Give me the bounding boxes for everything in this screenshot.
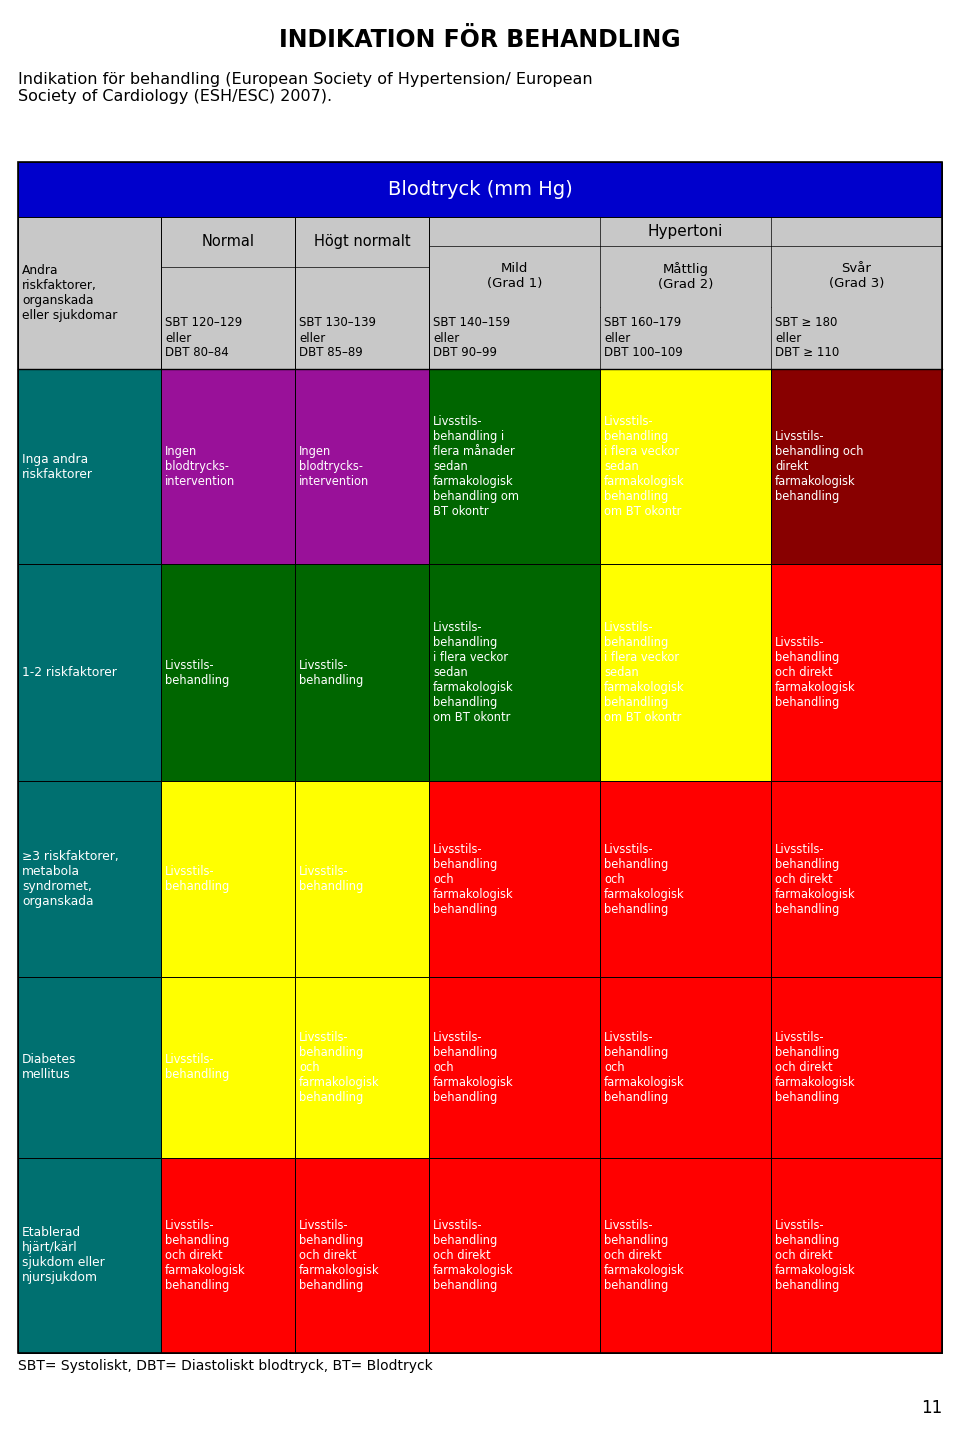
Bar: [18, 1158, 161, 1353]
Text: Livsstils-
behandling
och
farmakologisk
behandling: Livsstils- behandling och farmakologisk …: [300, 1030, 380, 1104]
Bar: [600, 1158, 771, 1353]
Bar: [600, 782, 771, 977]
Bar: [771, 1158, 942, 1353]
Text: SBT= Systoliskt, DBT= Diastoliskt blodtryck, BT= Blodtryck: SBT= Systoliskt, DBT= Diastoliskt blodtr…: [18, 1359, 433, 1373]
Text: 11: 11: [921, 1399, 942, 1416]
Text: Svår
(Grad 3): Svår (Grad 3): [828, 263, 884, 290]
Text: Livsstils-
behandling
och direkt
farmakologisk
behandling: Livsstils- behandling och direkt farmako…: [433, 1218, 514, 1292]
Bar: [429, 369, 600, 564]
Text: SBT ≥ 180
eller
DBT ≥ 110: SBT ≥ 180 eller DBT ≥ 110: [775, 317, 839, 360]
Text: Etablerad
hjärt/kärl
sjukdom eller
njursjukdom: Etablerad hjärt/kärl sjukdom eller njurs…: [22, 1227, 105, 1284]
Text: Livsstils-
behandling: Livsstils- behandling: [165, 865, 229, 893]
Text: Livsstils-
behandling
och direkt
farmakologisk
behandling: Livsstils- behandling och direkt farmako…: [775, 1030, 855, 1104]
Bar: [18, 162, 942, 1353]
Bar: [161, 1158, 296, 1353]
Bar: [600, 369, 771, 564]
Bar: [771, 564, 942, 782]
Text: ≥3 riskfaktorer,
metabola
syndromet,
organskada: ≥3 riskfaktorer, metabola syndromet, org…: [22, 850, 119, 908]
Text: Livsstils-
behandling
och
farmakologisk
behandling: Livsstils- behandling och farmakologisk …: [604, 1030, 684, 1104]
Text: Livsstils-
behandling
och direkt
farmakologisk
behandling: Livsstils- behandling och direkt farmako…: [300, 1218, 380, 1292]
Text: Mild
(Grad 1): Mild (Grad 1): [487, 263, 542, 290]
Bar: [161, 369, 296, 564]
Text: SBT 160–179
eller
DBT 100–109: SBT 160–179 eller DBT 100–109: [604, 317, 683, 360]
Bar: [18, 564, 161, 782]
Text: Livsstils-
behandling: Livsstils- behandling: [300, 865, 364, 893]
Text: Hypertoni: Hypertoni: [648, 224, 723, 238]
Bar: [771, 977, 942, 1158]
Text: Livsstils-
behandling
i flera veckor
sedan
farmakologisk
behandling
om BT okontr: Livsstils- behandling i flera veckor sed…: [604, 621, 684, 725]
Bar: [161, 217, 296, 369]
Bar: [296, 782, 429, 977]
Text: Livsstils-
behandling
i flera veckor
sedan
farmakologisk
behandling
om BT okontr: Livsstils- behandling i flera veckor sed…: [604, 415, 684, 518]
Bar: [161, 977, 296, 1158]
Bar: [296, 564, 429, 782]
Text: Livsstils-
behandling
och direkt
farmakologisk
behandling: Livsstils- behandling och direkt farmako…: [604, 1218, 684, 1292]
Text: Normal: Normal: [202, 234, 254, 250]
Bar: [18, 977, 161, 1158]
Text: Livsstils-
behandling
och
farmakologisk
behandling: Livsstils- behandling och farmakologisk …: [433, 842, 514, 916]
Text: Livsstils-
behandling: Livsstils- behandling: [165, 659, 229, 687]
Text: Livsstils-
behandling i
flera månader
sedan
farmakologisk
behandling om
BT okont: Livsstils- behandling i flera månader se…: [433, 415, 519, 518]
Text: Livsstils-
behandling
och direkt
farmakologisk
behandling: Livsstils- behandling och direkt farmako…: [775, 636, 855, 709]
Bar: [296, 369, 429, 564]
Bar: [429, 977, 600, 1158]
Bar: [161, 782, 296, 977]
Text: Livsstils-
behandling: Livsstils- behandling: [300, 659, 364, 687]
Bar: [296, 1158, 429, 1353]
Bar: [296, 217, 429, 369]
Text: Livsstils-
behandling
och direkt
farmakologisk
behandling: Livsstils- behandling och direkt farmako…: [775, 842, 855, 916]
Text: Diabetes
mellitus: Diabetes mellitus: [22, 1053, 77, 1081]
Bar: [429, 782, 600, 977]
Bar: [600, 977, 771, 1158]
Bar: [771, 782, 942, 977]
Text: SBT 140–159
eller
DBT 90–99: SBT 140–159 eller DBT 90–99: [433, 317, 511, 360]
Bar: [18, 782, 161, 977]
Bar: [600, 564, 771, 782]
Text: Livsstils-
behandling
och
farmakologisk
behandling: Livsstils- behandling och farmakologisk …: [604, 842, 684, 916]
Text: Blodtryck (mm Hg): Blodtryck (mm Hg): [388, 179, 572, 199]
Text: Livsstils-
behandling: Livsstils- behandling: [165, 1053, 229, 1081]
Text: Högt normalt: Högt normalt: [314, 234, 411, 250]
Bar: [18, 369, 161, 564]
Text: Livsstils-
behandling
och direkt
farmakologisk
behandling: Livsstils- behandling och direkt farmako…: [775, 1218, 855, 1292]
Text: Livsstils-
behandling
i flera veckor
sedan
farmakologisk
behandling
om BT okontr: Livsstils- behandling i flera veckor sed…: [433, 621, 514, 725]
Bar: [429, 217, 942, 369]
Text: Inga andra
riskfaktorer: Inga andra riskfaktorer: [22, 452, 93, 481]
Text: Livsstils-
behandling och
direkt
farmakologisk
behandling: Livsstils- behandling och direkt farmako…: [775, 430, 864, 504]
Text: Indikation för behandling (European Society of Hypertension/ European
Society of: Indikation för behandling (European Soci…: [18, 72, 592, 105]
Text: INDIKATION FÖR BEHANDLING: INDIKATION FÖR BEHANDLING: [279, 29, 681, 52]
Text: SBT 120–129
eller
DBT 80–84: SBT 120–129 eller DBT 80–84: [165, 317, 243, 360]
Text: SBT 130–139
eller
DBT 85–89: SBT 130–139 eller DBT 85–89: [300, 317, 376, 360]
Text: Andra
riskfaktorer,
organskada
eller sjukdomar: Andra riskfaktorer, organskada eller sju…: [22, 264, 117, 321]
Bar: [429, 564, 600, 782]
Text: Måttlig
(Grad 2): Måttlig (Grad 2): [658, 263, 713, 291]
Bar: [161, 564, 296, 782]
Text: 1-2 riskfaktorer: 1-2 riskfaktorer: [22, 666, 117, 679]
Bar: [771, 369, 942, 564]
Text: Livsstils-
behandling
och
farmakologisk
behandling: Livsstils- behandling och farmakologisk …: [433, 1030, 514, 1104]
Text: Livsstils-
behandling
och direkt
farmakologisk
behandling: Livsstils- behandling och direkt farmako…: [165, 1218, 246, 1292]
Bar: [429, 1158, 600, 1353]
Bar: [18, 217, 161, 369]
Text: Ingen
blodtrycks-
intervention: Ingen blodtrycks- intervention: [300, 445, 370, 488]
Bar: [18, 162, 942, 217]
Bar: [296, 977, 429, 1158]
Text: Ingen
blodtrycks-
intervention: Ingen blodtrycks- intervention: [165, 445, 235, 488]
